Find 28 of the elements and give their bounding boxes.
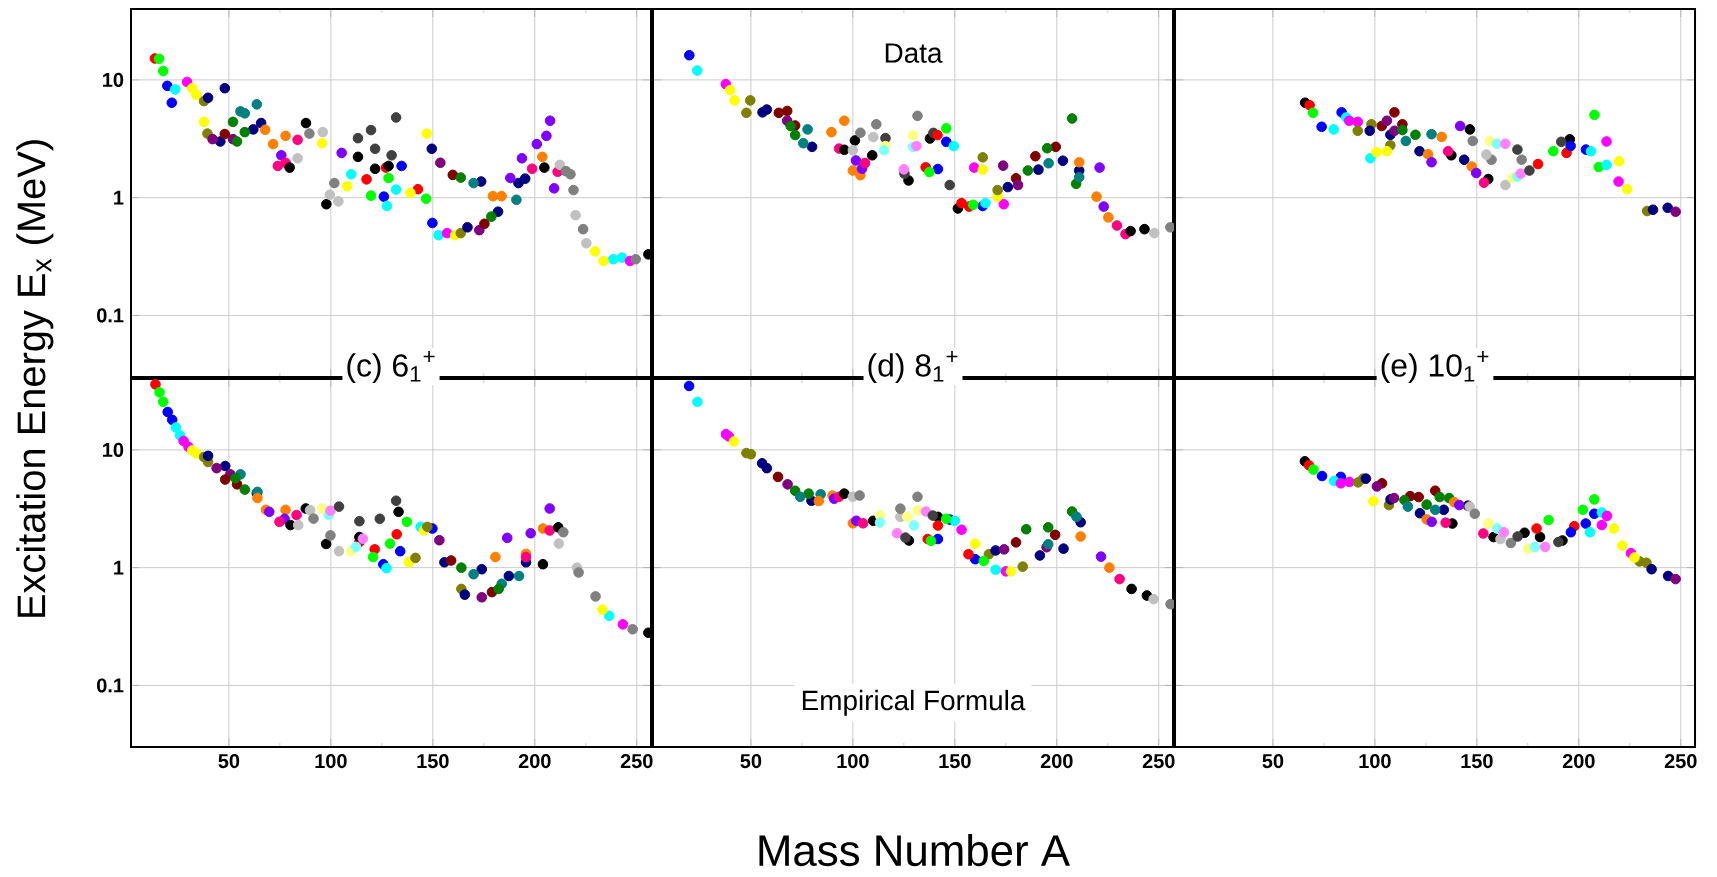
y-tick-label: 10 — [103, 442, 124, 457]
y-tick-label: 1 — [114, 190, 124, 205]
y-tick-label: 0.1 — [97, 678, 124, 693]
x-tick-label: 100 — [315, 754, 347, 769]
annotation: Data — [885, 43, 943, 63]
chart-title: (c) 6$_{1}$+ — [347, 351, 435, 384]
x-tick-label: 100 — [1359, 754, 1391, 769]
x-tick-label: 250 — [1664, 754, 1697, 769]
x-tick-label: 150 — [417, 754, 449, 769]
x-tick-label: 150 — [1461, 754, 1493, 769]
x-tick-label: 50 — [218, 754, 240, 769]
x-tick-label: 200 — [1040, 754, 1073, 769]
annotation: Empirical Formula — [802, 689, 1026, 716]
y-axis-title: Excitation Energy E$_{x}$ (MeV) — [16, 140, 54, 617]
x-tick-label: 50 — [740, 754, 762, 769]
x-tick-label: 250 — [1142, 754, 1175, 769]
x-tick-label: 250 — [620, 754, 653, 769]
chart-title: (e) 10$_{1}$+ — [1381, 351, 1489, 384]
x-tick-label: 50 — [1262, 754, 1284, 769]
x-axis-title: Mass Number A — [759, 833, 1070, 867]
y-tick-label: 10 — [103, 72, 124, 87]
x-tick-label: 100 — [837, 754, 869, 769]
chart-title: (d) 8$_{1}$+ — [868, 351, 958, 384]
y-tick-label: 1 — [114, 560, 124, 575]
x-tick-label: 150 — [939, 754, 971, 769]
x-tick-label: 200 — [518, 754, 551, 769]
x-tick-label: 200 — [1562, 754, 1595, 769]
y-tick-label: 0.1 — [97, 308, 124, 323]
